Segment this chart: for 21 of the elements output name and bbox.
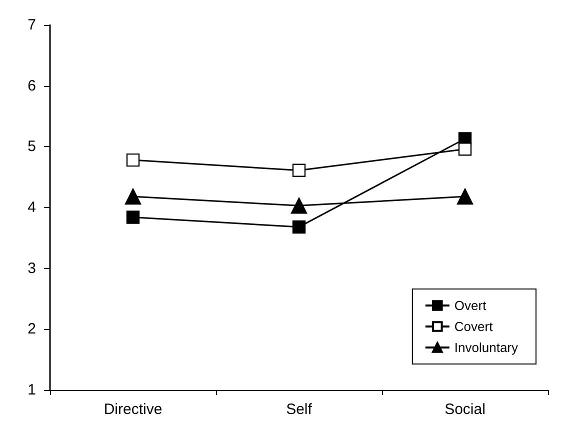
legend-label: Covert xyxy=(454,319,494,334)
point xyxy=(458,142,472,156)
y-tick-label: 2 xyxy=(28,320,36,338)
legend-label: Involuntary xyxy=(454,340,518,355)
point xyxy=(124,188,142,205)
point xyxy=(126,153,140,167)
y-tick-label: 1 xyxy=(28,382,36,398)
y-tick-label: 4 xyxy=(28,199,36,216)
point xyxy=(456,188,474,205)
y-tick-label: 3 xyxy=(28,260,36,277)
point xyxy=(292,164,306,177)
point xyxy=(292,220,306,234)
x-tick-label: Social xyxy=(444,401,486,418)
x-tick-label: Directive xyxy=(104,401,162,418)
x-tick-label: Self xyxy=(286,401,313,418)
legend-label: Overt xyxy=(454,298,487,313)
y-tick-label: 5 xyxy=(28,138,36,156)
y-tick-label: 7 xyxy=(28,16,36,34)
point xyxy=(290,198,308,214)
point xyxy=(126,210,140,224)
y-tick-label: 6 xyxy=(28,77,36,94)
